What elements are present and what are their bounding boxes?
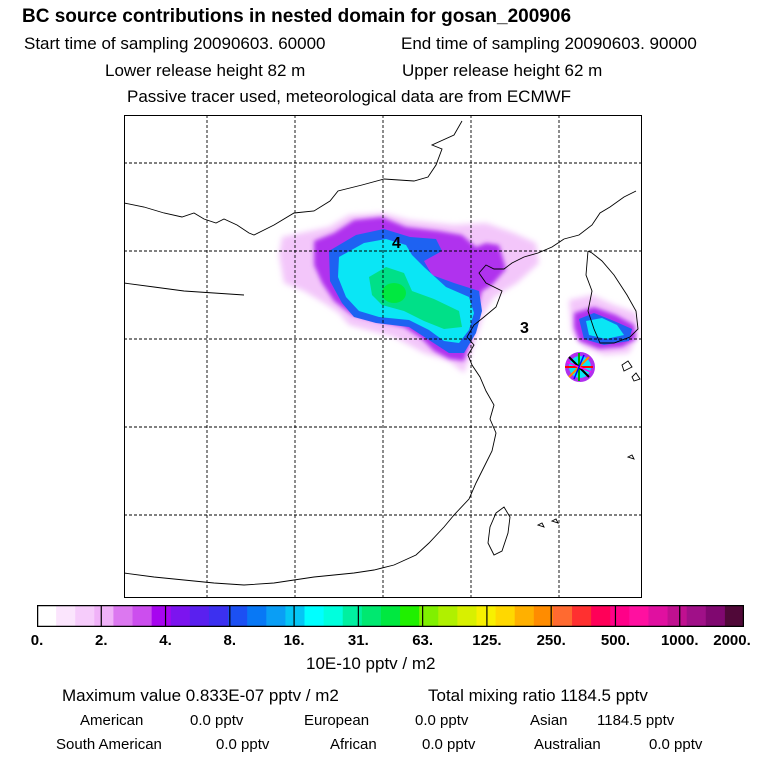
- colorbar-tick-label: 2000.: [713, 632, 751, 649]
- colorbar-cell: [705, 605, 726, 627]
- korea-coast: [563, 190, 639, 344]
- coastlines: [124, 120, 641, 586]
- colorbar-cell: [56, 605, 76, 627]
- region-value-european: 0.0 pptv: [415, 712, 469, 729]
- colorbar-cell: [686, 605, 707, 627]
- colorbar-cell: [380, 605, 401, 627]
- colorbar-tick-label: 4.: [159, 632, 172, 649]
- colorbar-cell: [151, 605, 172, 627]
- colorbar-cell: [591, 605, 611, 627]
- colorbar-cell: [170, 605, 191, 627]
- end-time-label: End time of sampling 20090603. 90000: [401, 34, 697, 53]
- colorbar-cell: [514, 605, 535, 627]
- region-value-american: 0.0 pptv: [190, 712, 244, 729]
- region-name-african: African: [330, 736, 377, 753]
- colorbar-cell: [361, 605, 382, 627]
- colorbar-cell: [400, 605, 420, 627]
- colorbar-cell: [113, 605, 134, 627]
- maximum-value-label: Maximum value 0.833E-07 pptv / m2: [62, 686, 339, 705]
- map-title: BC source contributions in nested domain…: [22, 6, 572, 27]
- colorbar-cell: [552, 605, 573, 627]
- colorbar-cell: [476, 605, 497, 627]
- japan-islands: [536, 360, 641, 528]
- region-name-australian: Australian: [534, 736, 601, 753]
- concentration-field: [279, 213, 639, 382]
- colorbar-cell: [75, 605, 95, 627]
- colorbar-tick-label: 0.: [30, 632, 44, 649]
- colorbar-cell: [419, 605, 439, 627]
- plume-green: [369, 267, 462, 329]
- colorbar-cell: [667, 605, 688, 627]
- receptor-star-icon: [565, 353, 593, 381]
- colorbar-tick-label: 31.: [347, 632, 369, 649]
- colorbar-cell: [533, 605, 554, 627]
- colorbar-cell: [228, 605, 248, 627]
- colorbar-tick-label: 1000.: [660, 632, 699, 649]
- taiwan-outline: [487, 506, 511, 556]
- colorbar-cell: [132, 605, 153, 627]
- tracer-note: Passive tracer used, meteorological data…: [127, 87, 572, 106]
- region-name-asian: Asian: [530, 712, 568, 729]
- plume-korea-cyan: [586, 318, 624, 339]
- colorbar-cell: [457, 605, 477, 627]
- colorbar-tick-label: 125.: [472, 632, 502, 649]
- plume-green-core: [382, 283, 406, 303]
- colorbar-tick-label: 500.: [600, 632, 631, 649]
- start-time-label: Start time of sampling 20090603. 60000: [24, 34, 326, 53]
- total-mixing-ratio-label: Total mixing ratio 1184.5 pptv: [428, 686, 648, 705]
- region-name-south-american: South American: [56, 736, 162, 753]
- region-value-asian: 1184.5 pptv: [597, 712, 675, 729]
- colorbar: [37, 605, 744, 627]
- colorbar-tick-label: 8.: [223, 632, 237, 649]
- region-label-4: 4: [392, 235, 401, 252]
- colorbar-cell: [629, 605, 649, 627]
- colorbar-tick-label: 2.: [95, 632, 108, 649]
- lower-release-label: Lower release height 82 m: [105, 61, 306, 80]
- colorbar-cell: [37, 605, 57, 627]
- colorbar-cell: [247, 605, 267, 627]
- region-value-african: 0.0 pptv: [422, 736, 476, 753]
- colorbar-tick-label: 250.: [536, 632, 566, 649]
- region-name-american: American: [80, 712, 144, 729]
- colorbar-cell: [208, 605, 229, 627]
- colorbar-cell: [304, 605, 325, 627]
- colorbar-cell: [189, 605, 210, 627]
- colorbar-cell: [285, 605, 306, 627]
- upper-release-label: Upper release height 62 m: [402, 61, 603, 80]
- colorbar-cell: [610, 605, 630, 627]
- china-coast: [124, 120, 463, 236]
- colorbar-tick-label: 16.: [283, 632, 305, 649]
- colorbar-cell: [342, 605, 363, 627]
- region-value-australian: 0.0 pptv: [649, 736, 703, 753]
- inland-border: [124, 282, 245, 296]
- colorbar-cell: [572, 605, 592, 627]
- region-name-european: European: [304, 712, 370, 729]
- region-label-3: 3: [520, 320, 529, 337]
- lat-lon-grid: [124, 115, 642, 598]
- colorbar-cell: [266, 605, 286, 627]
- colorbar-cell: [724, 605, 744, 627]
- china-east-coast: [124, 238, 565, 586]
- colorbar-cell: [438, 605, 458, 627]
- colorbar-cell: [495, 605, 516, 627]
- colorbar-cell: [94, 605, 114, 627]
- map-frame: 4 3: [124, 115, 642, 598]
- colorbar-cell: [323, 605, 344, 627]
- colorbar-units: 10E-10 pptv / m2: [306, 654, 436, 673]
- region-value-south-american: 0.0 pptv: [216, 736, 270, 753]
- colorbar-tick-label: 63.: [412, 632, 434, 649]
- colorbar-cell: [648, 605, 669, 627]
